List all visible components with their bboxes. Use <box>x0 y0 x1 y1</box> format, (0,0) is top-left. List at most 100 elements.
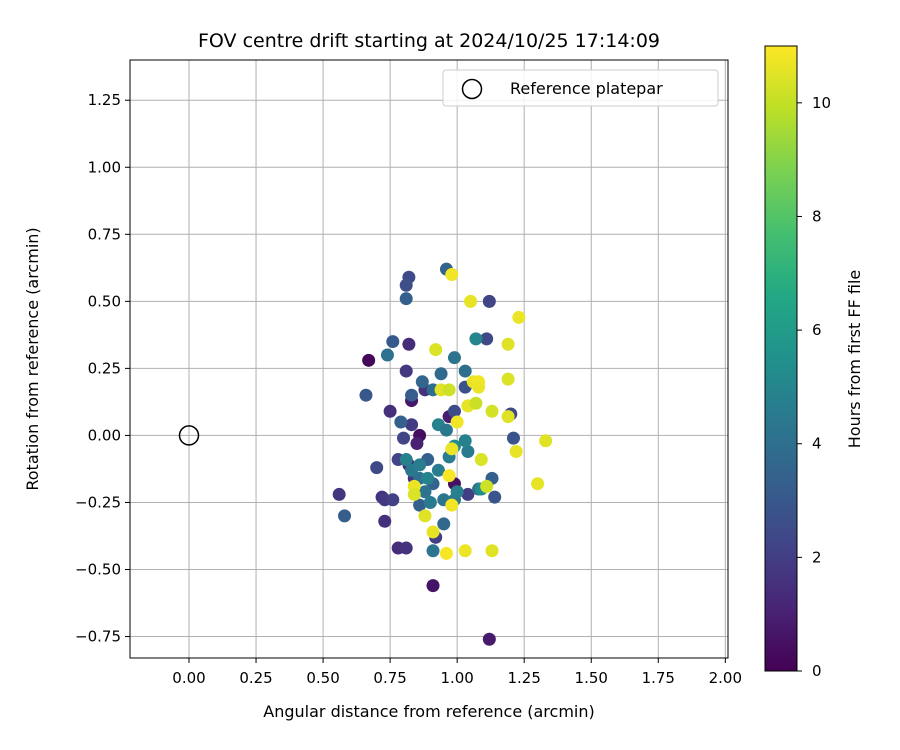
data-point <box>429 343 443 357</box>
data-point <box>442 469 456 483</box>
data-point <box>447 404 461 418</box>
colorbar-tick-label: 6 <box>812 321 822 339</box>
y-tick-label: 0.75 <box>88 225 121 243</box>
data-point <box>472 380 486 394</box>
data-point <box>362 353 376 367</box>
x-tick-label: 2.00 <box>709 669 742 687</box>
chart-title: FOV centre drift starting at 2024/10/25 … <box>198 30 660 52</box>
data-point <box>482 294 496 308</box>
data-point <box>378 514 392 528</box>
data-point <box>383 404 397 418</box>
data-point <box>418 509 432 523</box>
data-point <box>474 453 488 467</box>
data-point <box>531 477 545 491</box>
data-point <box>506 431 520 445</box>
data-point <box>501 410 515 424</box>
y-axis-ticks: 1.25 1.00 0.75 0.50 0.25 0.00 −0.25 −0.50 −0.75 <box>75 91 130 646</box>
data-point <box>386 335 400 349</box>
data-point <box>437 517 451 531</box>
data-point <box>399 278 413 292</box>
data-point <box>431 463 445 477</box>
data-point <box>439 546 453 560</box>
data-point <box>439 423 453 437</box>
data-point <box>480 479 494 493</box>
x-tick-label: 1.00 <box>440 669 473 687</box>
y-tick-label: 0.00 <box>88 426 121 444</box>
data-point <box>405 388 419 402</box>
x-axis-label: Angular distance from reference (arcmin) <box>263 702 594 721</box>
data-point <box>370 461 384 475</box>
data-point <box>426 525 440 539</box>
y-tick-label: 1.00 <box>88 158 121 176</box>
data-point <box>445 442 459 456</box>
colorbar-tick-label: 10 <box>812 94 831 112</box>
data-point <box>332 487 346 501</box>
data-point <box>464 294 478 308</box>
data-point <box>512 310 526 324</box>
y-tick-label: −0.50 <box>75 561 121 579</box>
data-point <box>458 434 472 448</box>
data-point <box>426 544 440 558</box>
data-point <box>397 431 411 445</box>
x-tick-label: 0.00 <box>172 669 205 687</box>
data-point <box>469 332 483 346</box>
legend: Reference platepar <box>442 69 719 107</box>
data-point <box>485 404 499 418</box>
data-point <box>338 509 352 523</box>
data-point <box>485 544 499 558</box>
data-point <box>405 418 419 432</box>
legend-marker-icon <box>461 78 483 100</box>
data-point <box>413 458 427 472</box>
plot-frame <box>129 59 729 659</box>
data-point <box>488 490 502 504</box>
y-tick-label: 1.25 <box>88 91 121 109</box>
legend-label: Reference platepar <box>510 79 663 98</box>
colorbar-ticks: 0 2 4 6 8 10 <box>797 94 831 680</box>
data-point <box>413 498 427 512</box>
data-point <box>399 541 413 555</box>
data-point <box>461 487 475 501</box>
data-point <box>458 364 472 378</box>
colorbar-tick-label: 2 <box>812 548 822 566</box>
data-point <box>509 445 523 459</box>
y-tick-label: 0.50 <box>88 292 121 310</box>
data-point <box>501 337 515 351</box>
data-points <box>332 262 553 646</box>
data-point <box>386 493 400 507</box>
y-tick-label: −0.25 <box>75 493 121 511</box>
colorbar-gradient <box>764 45 798 672</box>
x-tick-label: 1.75 <box>642 669 675 687</box>
data-point <box>482 632 496 646</box>
data-point <box>394 415 408 429</box>
x-tick-label: 1.25 <box>507 669 540 687</box>
data-point <box>450 485 464 499</box>
data-point <box>458 544 472 558</box>
x-axis-ticks: 0.00 0.25 0.50 0.75 1.00 1.25 1.50 1.75 2.00 <box>172 658 742 687</box>
data-point <box>442 383 456 397</box>
data-point <box>418 485 432 499</box>
y-axis-label: Rotation from reference (arcmin) <box>23 227 42 490</box>
data-point <box>469 396 483 410</box>
y-tick-label: 0.25 <box>88 359 121 377</box>
data-point <box>399 453 413 467</box>
colorbar: 0 2 4 6 8 10 Hours from first FF file <box>764 45 864 680</box>
data-point <box>421 471 435 485</box>
data-point <box>447 351 461 365</box>
x-tick-label: 1.50 <box>575 669 608 687</box>
data-point <box>501 372 515 386</box>
data-point <box>410 436 424 450</box>
x-tick-label: 0.25 <box>239 669 272 687</box>
data-point <box>445 268 459 282</box>
colorbar-tick-label: 0 <box>812 662 822 680</box>
data-point <box>399 292 413 306</box>
data-point <box>415 375 429 389</box>
grid-lines <box>130 60 728 658</box>
data-point <box>450 415 464 429</box>
data-point <box>434 367 448 381</box>
colorbar-tick-label: 4 <box>812 435 822 453</box>
data-point <box>380 348 394 362</box>
data-point <box>423 495 437 509</box>
data-point <box>480 332 494 346</box>
data-point <box>445 498 459 512</box>
data-point <box>426 579 440 593</box>
